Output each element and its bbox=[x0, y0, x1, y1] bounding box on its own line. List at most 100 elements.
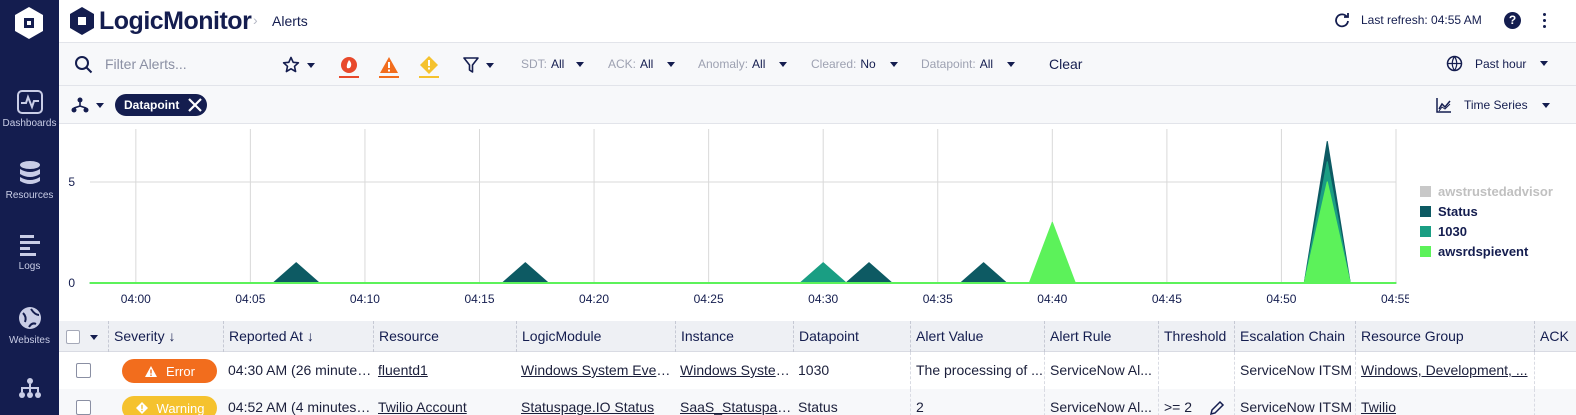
chevron-down-icon bbox=[889, 61, 898, 67]
nav-item-topology[interactable] bbox=[0, 377, 59, 403]
group-by-dropdown[interactable] bbox=[71, 97, 104, 113]
nav-item-websites[interactable]: Websites bbox=[0, 305, 59, 346]
anomaly-filter[interactable]: Anomaly: All bbox=[698, 57, 788, 71]
cell-datapoint: 1030 bbox=[798, 362, 830, 378]
col-header-logicmodule[interactable]: LogicModule bbox=[516, 321, 675, 352]
group-by-icon bbox=[71, 97, 89, 113]
cell-instance-link[interactable]: SaaS_StatuspageIo bbox=[680, 399, 793, 415]
severity-badge-error: Error bbox=[122, 359, 217, 383]
col-header-escalation-chain[interactable]: Escalation Chain bbox=[1234, 321, 1355, 352]
edit-pencil-icon[interactable] bbox=[1209, 400, 1225, 415]
x-tick-label: 04:55 bbox=[1381, 292, 1409, 306]
legend-label: Status bbox=[1438, 203, 1478, 219]
select-all-checkbox[interactable] bbox=[66, 330, 80, 344]
col-header-alert-rule[interactable]: Alert Rule bbox=[1044, 321, 1158, 352]
col-header-alert-value[interactable]: Alert Value bbox=[910, 321, 1044, 352]
x-tick-label: 04:05 bbox=[235, 292, 265, 306]
cell-alert-rule: ServiceNow Al... bbox=[1044, 352, 1158, 389]
cell-alert-value: 2 bbox=[910, 389, 1044, 415]
view-mode-value: Time Series bbox=[1464, 98, 1528, 112]
error-filter-button[interactable] bbox=[379, 55, 399, 78]
x-tick-label: 04:30 bbox=[808, 292, 838, 306]
cell-resource-group-link[interactable]: Twilio bbox=[1355, 389, 1534, 415]
alerts-time-series-chart: 04:00 04:05 04:10 04:15 04:20 04:25 04:30 04:35… bbox=[59, 124, 1576, 321]
more-menu-icon[interactable] bbox=[1543, 13, 1547, 29]
col-header-threshold[interactable]: Threshold bbox=[1158, 321, 1234, 352]
row-checkbox[interactable] bbox=[76, 363, 91, 378]
col-label: Severity bbox=[114, 328, 165, 344]
search-icon bbox=[75, 56, 93, 74]
severity-badge-warning: Warning bbox=[122, 396, 217, 415]
ack-value: All bbox=[640, 57, 654, 71]
nav-label-websites: Websites bbox=[9, 335, 50, 346]
globe-clock-icon bbox=[1446, 55, 1463, 72]
cell-resource-link[interactable]: fluentd1 bbox=[378, 362, 428, 378]
globe-icon bbox=[18, 307, 41, 329]
help-icon[interactable]: ? bbox=[1504, 12, 1521, 29]
legend-item[interactable]: Status bbox=[1420, 201, 1553, 221]
sdt-filter[interactable]: SDT: All bbox=[521, 57, 585, 71]
table-header: Severity ↓ Reported At ↓ Resource LogicM… bbox=[59, 321, 1576, 352]
time-range-dropdown[interactable]: Past hour bbox=[1446, 55, 1549, 72]
cell-instance-link[interactable]: Windows System Event Log bbox=[680, 362, 793, 378]
x-tick-label: 04:15 bbox=[464, 292, 494, 306]
col-header-datapoint[interactable]: Datapoint bbox=[793, 321, 910, 352]
legend-item[interactable]: awsrdspievent bbox=[1420, 241, 1553, 261]
table-row[interactable]: Warning 04:52 AM (4 minutes ago) Twilio … bbox=[59, 389, 1576, 415]
chart-plot: 04:00 04:05 04:10 04:15 04:20 04:25 04:30 04:35… bbox=[68, 129, 1411, 306]
logicmonitor-logo-icon[interactable] bbox=[14, 6, 44, 40]
refresh-button[interactable]: Last refresh: 04:55 AM bbox=[1334, 12, 1482, 28]
brand[interactable]: LogicMonitor bbox=[69, 6, 252, 36]
warning-diamond-icon bbox=[135, 402, 148, 414]
warning-filter-button[interactable] bbox=[419, 55, 439, 78]
chevron-down-icon[interactable] bbox=[90, 335, 98, 340]
critical-icon bbox=[341, 57, 357, 73]
table-row[interactable]: Error 04:30 AM (26 minutes ago) fluentd1… bbox=[59, 352, 1576, 389]
cell-reported-at: 04:52 AM (4 minutes ago) bbox=[228, 399, 373, 415]
anomaly-value: All bbox=[752, 57, 766, 71]
chevron-right-icon: › bbox=[253, 12, 258, 28]
warning-diamond-icon bbox=[420, 56, 438, 74]
legend-label: 1030 bbox=[1438, 223, 1467, 239]
group-by-bar: Datapoint Time Series bbox=[59, 86, 1576, 124]
y-tick-label: 5 bbox=[68, 175, 75, 189]
nav-item-dashboards[interactable]: Dashboards bbox=[0, 90, 59, 129]
clear-filters-button[interactable]: Clear bbox=[1049, 56, 1083, 72]
chevron-down-icon bbox=[667, 61, 676, 67]
close-icon[interactable] bbox=[187, 97, 203, 113]
cell-datapoint: Status bbox=[798, 399, 838, 415]
filter-dropdown[interactable] bbox=[463, 54, 494, 76]
cell-resource-group-link[interactable]: Windows, Development, ... bbox=[1355, 352, 1534, 389]
refresh-icon bbox=[1335, 13, 1349, 28]
filter-funnel-icon bbox=[463, 57, 479, 73]
severity-label: Error bbox=[166, 363, 195, 379]
cleared-value: No bbox=[860, 57, 876, 71]
cleared-filter[interactable]: Cleared: No bbox=[811, 57, 898, 71]
legend-swatch bbox=[1420, 225, 1431, 237]
col-header-resource[interactable]: Resource bbox=[373, 321, 516, 352]
legend-item[interactable]: 1030 bbox=[1420, 221, 1553, 241]
search-input[interactable] bbox=[105, 53, 265, 75]
cell-resource-link[interactable]: Twilio Account bbox=[378, 399, 467, 415]
view-mode-dropdown[interactable]: Time Series bbox=[1436, 97, 1550, 113]
favorites-dropdown[interactable] bbox=[282, 54, 315, 76]
legend-item[interactable]: awstrustedadvisor bbox=[1420, 181, 1553, 201]
col-header-severity[interactable]: Severity ↓ bbox=[108, 321, 223, 352]
col-header-instance[interactable]: Instance bbox=[675, 321, 793, 352]
cell-ack bbox=[1534, 352, 1576, 389]
ack-filter[interactable]: ACK: All bbox=[608, 57, 676, 71]
col-header-reported-at[interactable]: Reported At ↓ bbox=[223, 321, 373, 352]
chevron-down-icon bbox=[1540, 61, 1549, 66]
datapoint-group-chip[interactable]: Datapoint bbox=[115, 94, 208, 116]
critical-filter-button[interactable] bbox=[339, 55, 359, 78]
datapoint-filter[interactable]: Datapoint: All bbox=[921, 57, 1016, 71]
nav-item-logs[interactable]: Logs bbox=[0, 233, 59, 272]
sdt-value: All bbox=[551, 57, 565, 71]
col-header-resource-group[interactable]: Resource Group bbox=[1355, 321, 1534, 352]
threshold-value: >= 2 bbox=[1164, 399, 1193, 415]
row-checkbox[interactable] bbox=[76, 400, 91, 415]
cell-logicmodule-link[interactable]: Statuspage.IO Status bbox=[521, 399, 655, 415]
col-header-ack[interactable]: ACK bbox=[1534, 321, 1576, 352]
nav-item-resources[interactable]: Resources bbox=[0, 160, 59, 201]
cell-logicmodule-link[interactable]: Windows System Event Log bbox=[521, 362, 675, 378]
